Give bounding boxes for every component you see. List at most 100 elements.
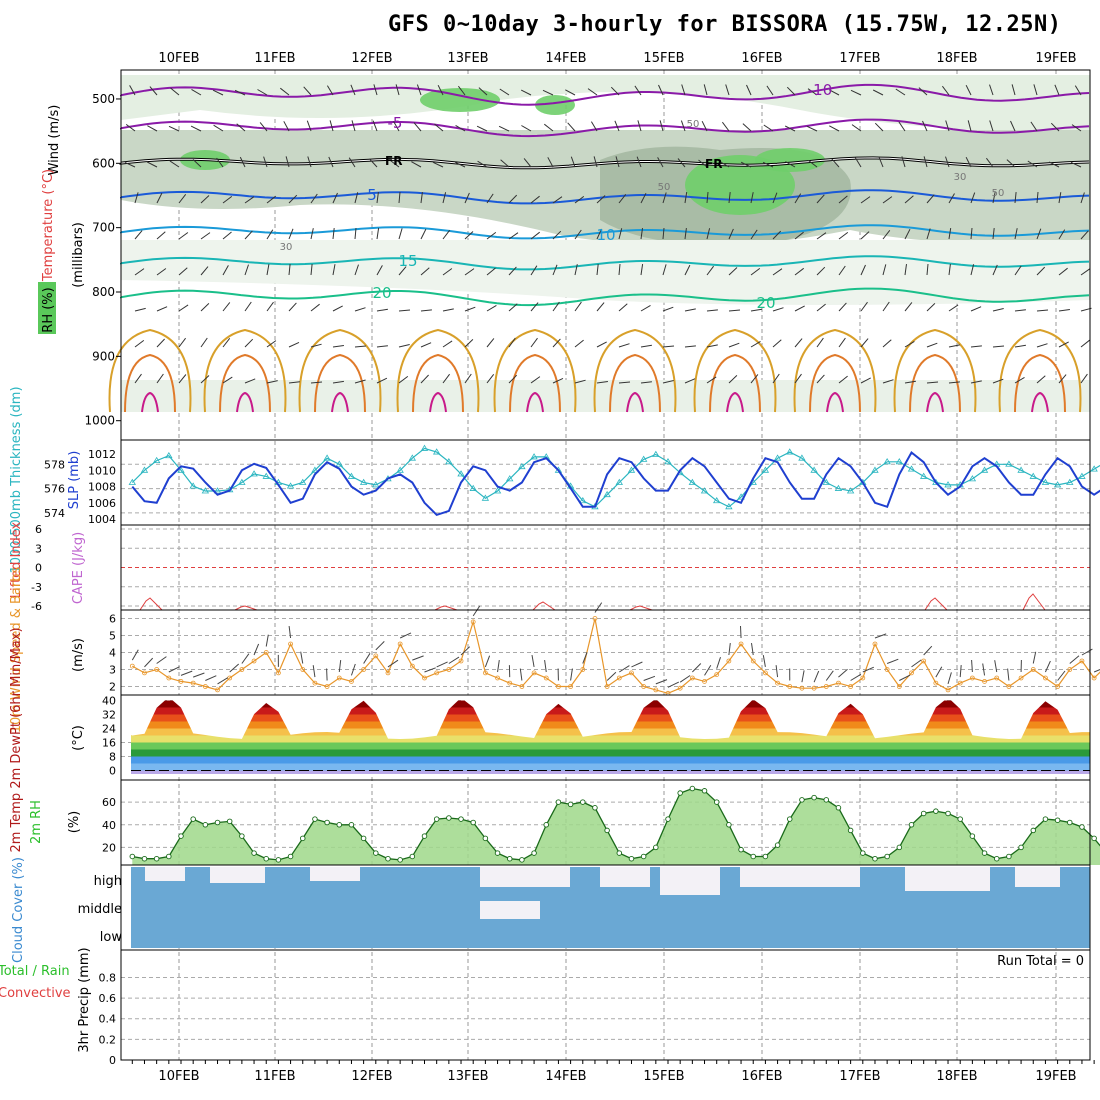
thickness-point	[761, 466, 770, 473]
wind-barb	[948, 193, 955, 204]
wind-barb	[486, 338, 495, 348]
wind-barb	[178, 374, 187, 384]
wind-barb	[310, 381, 323, 384]
wind10m-barb	[728, 643, 731, 656]
rh-point	[1042, 816, 1049, 822]
wind10m-barb	[531, 655, 535, 667]
wind-barb	[662, 264, 667, 276]
temp-contour-30	[609, 353, 661, 413]
wind10m-point	[787, 684, 793, 689]
wind-barb	[942, 85, 950, 96]
wind10m-point	[641, 684, 647, 689]
temp-contour-35	[429, 391, 447, 413]
rh-point	[847, 827, 854, 834]
thickness-point	[262, 472, 270, 479]
thickness-point	[1017, 466, 1025, 473]
wind10m-point	[336, 675, 342, 681]
wind-barb	[354, 379, 366, 384]
thickness-point	[213, 487, 222, 494]
wind10m-point	[872, 641, 878, 647]
date-label-top: 14FEB	[545, 51, 586, 66]
wind-barb	[640, 192, 647, 204]
rh-point	[811, 794, 817, 801]
wind-barb	[596, 228, 602, 240]
thickness-point	[201, 487, 210, 494]
temp-contour-15	[120, 255, 1090, 271]
thickness-point	[1029, 472, 1037, 479]
wind10m-point	[239, 667, 245, 672]
wind10m-point	[775, 680, 780, 686]
wind-barb	[1006, 159, 1016, 168]
wind-barb	[1030, 121, 1038, 132]
wind-barb	[288, 264, 291, 276]
wind-barb	[851, 124, 862, 132]
wind-barb	[134, 230, 143, 240]
wind-barb	[1058, 374, 1067, 384]
wind-tick: 2	[109, 681, 116, 694]
wind-barb	[398, 228, 403, 240]
rh-tick: 60	[102, 796, 116, 809]
rh-point	[373, 850, 379, 856]
wind10m-barb	[338, 660, 342, 673]
wind10m-barb	[144, 657, 154, 668]
temp-contour-30	[219, 353, 271, 413]
rh-point	[567, 801, 574, 808]
cloud-clear-gap	[905, 867, 990, 891]
rh-point	[1006, 853, 1012, 860]
temp-contour-25	[396, 328, 480, 413]
wind-barb	[244, 301, 252, 312]
rh-point	[701, 788, 708, 794]
pressure-temp-label: Temperature (°C)	[41, 169, 56, 282]
wind-barb	[860, 301, 868, 312]
wind-barb	[992, 378, 1004, 384]
axis-layer: 10FEB 10FEB 11FEB 11FEB 12FEB 12FEB 13FEB 13FEB…	[0, 51, 1095, 1084]
stability-tick: -3	[31, 581, 42, 594]
temp-band	[131, 763, 1090, 771]
precip-label: 3hr Precip (mm)	[77, 947, 92, 1052]
thickness-point	[335, 460, 343, 467]
wind-barb	[596, 264, 599, 276]
wind-barb	[279, 87, 290, 96]
wind10m-point	[909, 670, 914, 676]
rh-point	[1030, 827, 1036, 834]
wind10m-point	[1079, 658, 1085, 664]
date-label-top: 15FEB	[643, 51, 684, 66]
chart-title: GFS 0~10day 3-hourly for BISSORA (15.75W…	[388, 12, 1062, 37]
temp-contour-minus10	[120, 83, 1090, 106]
wind-barb	[552, 196, 563, 204]
wind-barb	[722, 121, 730, 132]
wind-barb	[970, 345, 982, 348]
wind-barb	[794, 373, 802, 384]
rh-shading	[121, 75, 1090, 135]
wind-barb	[191, 88, 202, 96]
wind-barb	[965, 156, 972, 168]
rh-point	[604, 827, 610, 834]
wind-barb	[372, 120, 378, 132]
wind-barb	[1036, 266, 1046, 276]
wind-barb	[593, 156, 598, 168]
wind-barb	[567, 122, 576, 132]
rh-point	[263, 855, 269, 862]
wind-barb	[266, 229, 274, 240]
wind-barb	[310, 193, 318, 204]
wind-barb	[640, 381, 652, 384]
date-label-top: 10FEB	[158, 51, 199, 66]
thickness-point	[615, 478, 624, 485]
wind-barb	[464, 231, 474, 240]
thickness-point	[359, 478, 368, 485]
rh-tick: 40	[102, 819, 116, 832]
rh-point	[762, 853, 769, 860]
rh-point	[860, 850, 866, 856]
wind-barb	[373, 84, 378, 96]
wind-barb	[244, 264, 249, 276]
temp-contour-30	[509, 353, 561, 413]
wind10m-point	[1055, 684, 1060, 689]
rh-point	[823, 797, 830, 803]
wind-barb	[574, 264, 578, 276]
wind-barb	[618, 228, 623, 240]
wind-barb	[725, 84, 730, 96]
wind-barb	[288, 194, 298, 204]
wind-barb	[239, 156, 246, 168]
wind-barb	[508, 374, 518, 384]
